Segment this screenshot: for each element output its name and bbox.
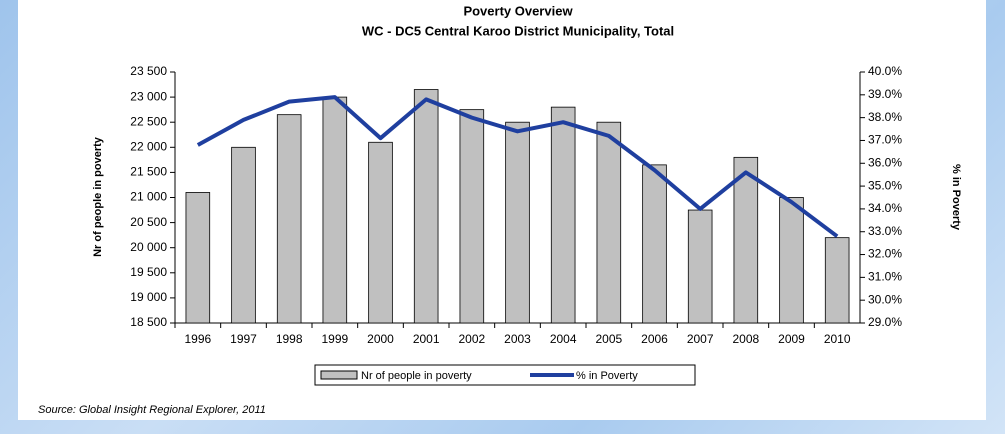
x-tick-label: 2006 bbox=[641, 332, 668, 346]
x-tick-label: 2008 bbox=[732, 332, 759, 346]
bar bbox=[413, 89, 439, 324]
legend-label: % in Poverty bbox=[576, 370, 638, 382]
x-tick-label: 1997 bbox=[230, 332, 257, 346]
y-tick-label: 19 500 bbox=[130, 265, 167, 279]
bar bbox=[185, 192, 211, 324]
bar bbox=[642, 164, 667, 324]
y2-tick-label: 35.0% bbox=[868, 178, 902, 192]
y2-tick-label: 38.0% bbox=[868, 110, 902, 124]
x-tick-label: 2002 bbox=[458, 332, 485, 346]
y2-tick-label: 30.0% bbox=[868, 292, 902, 306]
bar bbox=[779, 197, 804, 324]
legend-label: Nr of people in poverty bbox=[361, 370, 472, 382]
legend-box bbox=[314, 364, 696, 386]
bar bbox=[231, 146, 256, 324]
y-tick-label: 23 000 bbox=[130, 89, 167, 103]
y2-tick-label: 36.0% bbox=[868, 155, 902, 169]
y-tick-label: 21 500 bbox=[130, 165, 167, 179]
y2-tick-label: 31.0% bbox=[868, 270, 902, 284]
bar bbox=[459, 109, 485, 324]
bar bbox=[550, 106, 576, 324]
y-tick-label: 21 000 bbox=[130, 190, 167, 204]
y2-tick-label: 32.0% bbox=[868, 247, 902, 261]
y2-tick-label: 37.0% bbox=[868, 133, 902, 147]
y-tick-label: 19 000 bbox=[130, 290, 167, 304]
page: Poverty Overview WC - DC5 Central Karoo … bbox=[18, 0, 986, 420]
x-tick-label: 2010 bbox=[824, 332, 851, 346]
bar bbox=[687, 209, 713, 324]
y-tick-label: 23 500 bbox=[130, 64, 167, 78]
y-tick-label: 22 500 bbox=[130, 114, 167, 128]
y2-tick-label: 40.0% bbox=[868, 64, 902, 78]
chart: Poverty Overview WC - DC5 Central Karoo … bbox=[38, 3, 962, 416]
chart-subtitle: WC - DC5 Central Karoo District Municipa… bbox=[362, 23, 674, 38]
bar bbox=[322, 96, 348, 324]
x-tick-label: 1996 bbox=[184, 332, 211, 346]
x-tick-label: 2003 bbox=[504, 332, 531, 346]
bar bbox=[505, 121, 530, 324]
chart-title: Poverty Overview bbox=[463, 3, 573, 18]
x-tick-label: 2005 bbox=[595, 332, 622, 346]
y-tick-label: 22 000 bbox=[130, 139, 167, 153]
legend: Nr of people in poverty % in Poverty bbox=[314, 364, 696, 386]
x-tick-label: 2009 bbox=[778, 332, 805, 346]
y2-tick-label: 39.0% bbox=[868, 87, 902, 101]
y2-tick-label: 34.0% bbox=[868, 201, 902, 215]
y-tick-label: 20 000 bbox=[130, 240, 167, 254]
bar bbox=[824, 237, 850, 324]
bar bbox=[276, 114, 302, 324]
line bbox=[196, 95, 839, 238]
y2-tick-label: 29.0% bbox=[868, 315, 902, 329]
y2-axis-title: % in Poverty bbox=[950, 164, 962, 231]
x-tick-label: 2000 bbox=[367, 332, 394, 346]
x-tick-label: 2007 bbox=[687, 332, 714, 346]
source-note: Source: Global Insight Regional Explorer… bbox=[38, 404, 266, 416]
x-tick-label: 1999 bbox=[321, 332, 348, 346]
x-tick-label: 2004 bbox=[550, 332, 577, 346]
bar bbox=[368, 141, 393, 324]
legend-swatch bbox=[320, 370, 358, 380]
y-axis-title: Nr of people in poverty bbox=[92, 136, 104, 257]
x-tick-label: 2001 bbox=[413, 332, 440, 346]
y-tick-label: 18 500 bbox=[130, 315, 167, 329]
bar bbox=[733, 156, 759, 324]
y2-tick-label: 33.0% bbox=[868, 224, 902, 238]
bar bbox=[596, 121, 622, 324]
y-tick-label: 20 500 bbox=[130, 215, 167, 229]
x-tick-label: 1998 bbox=[276, 332, 303, 346]
